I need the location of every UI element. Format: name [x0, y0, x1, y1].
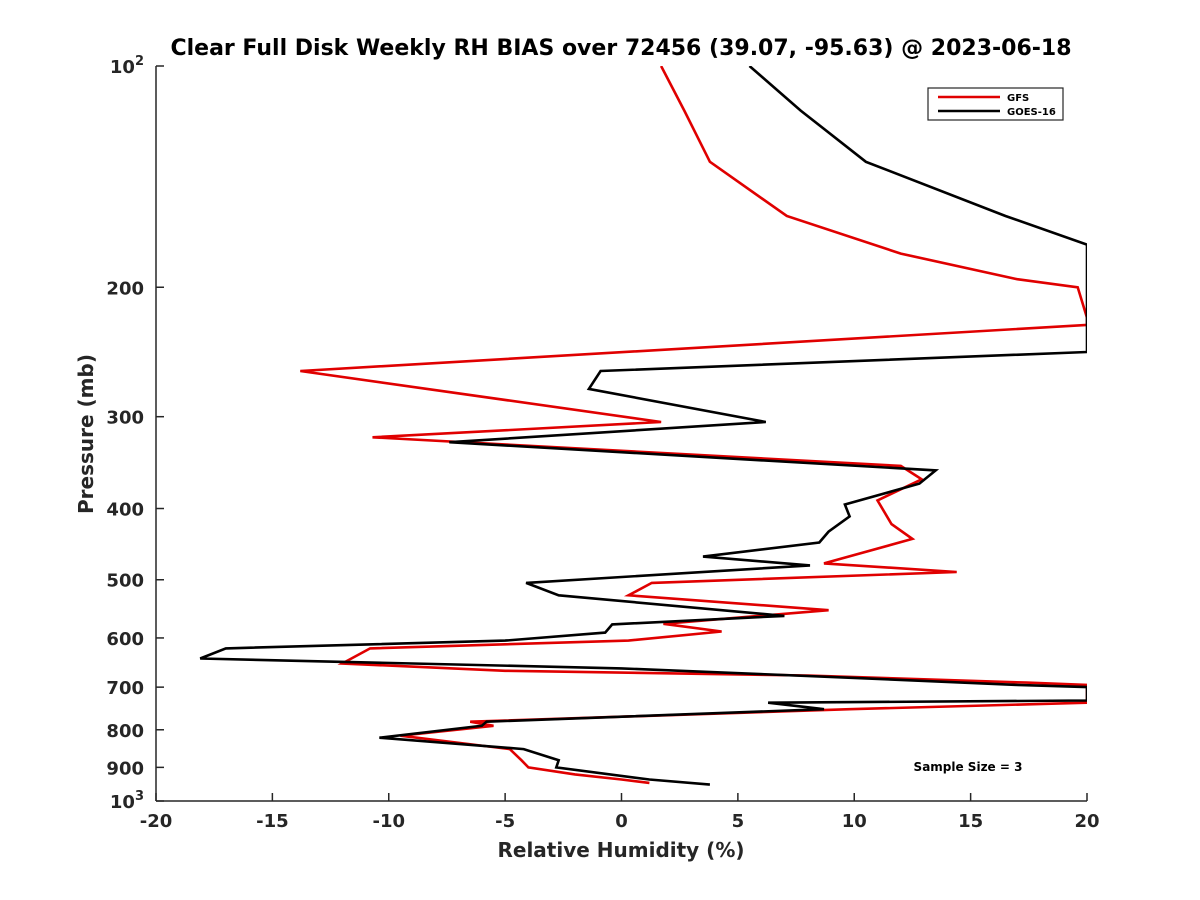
y-tick-label: 102: [110, 54, 144, 78]
legend-label-goes16: GOES-16: [1007, 107, 1056, 118]
series-line-gfs: [300, 66, 1087, 785]
y-tick-label: 600: [106, 629, 144, 650]
y-tick-label: 300: [106, 408, 144, 429]
x-tick-label: 20: [1074, 811, 1099, 832]
x-tick-label: -15: [256, 811, 289, 832]
x-tick-label: -20: [140, 811, 173, 832]
sample-size-annotation: Sample Size = 3: [914, 760, 1023, 774]
x-tick-label: 0: [615, 811, 628, 832]
x-axis-label: Relative Humidity (%): [497, 838, 744, 862]
x-ticks: -20 -15 -10 -5 0 5 10 15 20: [140, 793, 1100, 832]
y-ticks: 102 200 300 400 500 600 700 800 900 103: [106, 54, 164, 813]
x-tick-label: 5: [732, 811, 745, 832]
y-tick-label: 400: [106, 500, 144, 521]
y-axis-label: Pressure (mb): [74, 354, 98, 514]
y-tick-label: 800: [106, 721, 144, 742]
legend-label-gfs: GFS: [1007, 93, 1029, 104]
legend-box: [927, 87, 1064, 121]
series-layer: [199, 66, 1087, 786]
series-line-goes-16: [199, 66, 1087, 786]
y-tick-label: 500: [106, 571, 144, 592]
y-tick-label: 200: [106, 278, 144, 299]
y-tick-label: 900: [106, 758, 144, 779]
legend: GFS GOES-16: [927, 87, 1064, 121]
plot-area: [156, 66, 1087, 801]
y-tick-label: 700: [106, 678, 144, 699]
x-tick-label: 10: [842, 811, 867, 832]
x-tick-label: 15: [958, 811, 983, 832]
x-tick-label: -10: [372, 811, 405, 832]
chart-title: Clear Full Disk Weekly RH BIAS over 7245…: [170, 36, 1071, 61]
x-tick-label: -5: [495, 811, 515, 832]
y-tick-label: 103: [110, 789, 144, 813]
